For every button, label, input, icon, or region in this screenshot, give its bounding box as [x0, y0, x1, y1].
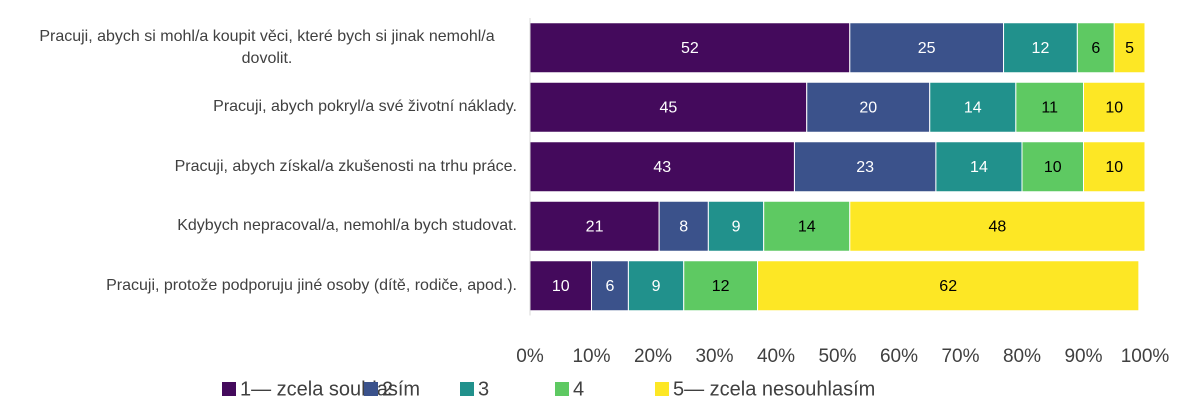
data-label: 10 [1044, 159, 1062, 176]
x-tick-label: 80% [1003, 346, 1041, 367]
x-tick-label: 50% [818, 346, 856, 367]
bar-segment [929, 81, 1017, 133]
category-label: Pracuji, abych si mohl/a koupit věci, kt… [39, 27, 495, 67]
legend-label: 3 [478, 378, 489, 400]
category-label-box: Pracuji, abych pokryl/a své životní nákl… [0, 82, 517, 132]
category-label-box: Pracuji, abych získal/a zkušenosti na tr… [0, 142, 517, 192]
data-label: 62 [939, 278, 957, 295]
data-label: 10 [552, 278, 570, 295]
bar-segment [658, 200, 709, 252]
legend-swatch [460, 382, 474, 396]
data-label: 6 [1091, 40, 1100, 57]
x-tick-label: 90% [1064, 346, 1102, 367]
data-label: 6 [605, 278, 614, 295]
data-label: 23 [856, 159, 874, 176]
legend-label: 5— zcela nesouhlasím [673, 378, 875, 400]
bar-segment [1021, 141, 1084, 193]
x-tick-label: 60% [880, 346, 918, 367]
category-label-box: Pracuji, abych si mohl/a koupit věci, kt… [0, 23, 517, 73]
bar-segment [627, 260, 685, 312]
legend-swatch [222, 382, 236, 396]
bar-segment [806, 81, 931, 133]
bar-segment [707, 200, 765, 252]
data-label: 10 [1105, 159, 1123, 176]
data-label: 12 [1032, 40, 1050, 57]
data-label: 14 [964, 99, 982, 116]
category-label: Kdybych nepracoval/a, nemohl/a bych stud… [177, 217, 517, 235]
x-tick-label: 0% [516, 346, 544, 367]
x-tick-label: 30% [695, 346, 733, 367]
category-label: Pracuji, protože podporuju jiné osoby (d… [106, 276, 517, 294]
data-label: 11 [1041, 99, 1058, 116]
data-label: 45 [659, 99, 677, 116]
x-tick-label: 40% [757, 346, 795, 367]
bar-segment [763, 200, 851, 252]
category-label-box: Kdybych nepracoval/a, nemohl/a bych stud… [0, 201, 517, 251]
bar-segment [529, 22, 851, 74]
x-tick-label: 10% [572, 346, 610, 367]
bar-segment [1113, 22, 1146, 74]
bar-segment [1015, 81, 1084, 133]
x-tick-label: 70% [941, 346, 979, 367]
legend-swatch [555, 382, 569, 396]
data-label: 21 [586, 218, 604, 235]
legend-label: 2 [382, 378, 393, 400]
x-tick-label: 20% [634, 346, 672, 367]
data-label: 10 [1105, 99, 1123, 116]
x-tick-label: 100% [1121, 346, 1170, 367]
data-label: 52 [681, 40, 699, 57]
data-label: 5 [1125, 40, 1134, 57]
bar-segment [1083, 141, 1146, 193]
bar-segment [529, 260, 592, 312]
legend-label: 4 [573, 378, 584, 400]
data-label: 14 [798, 218, 816, 235]
bar-segment [529, 200, 660, 252]
bar-segment [1083, 81, 1146, 133]
data-label: 12 [712, 278, 730, 295]
data-label: 20 [859, 99, 877, 116]
data-label: 43 [653, 159, 671, 176]
bar-segment [793, 141, 937, 193]
bar-segment [849, 22, 1005, 74]
data-label: 48 [989, 218, 1007, 235]
data-label: 14 [970, 159, 988, 176]
category-label: Pracuji, abych pokryl/a své životní nákl… [213, 98, 517, 116]
bar-segment [529, 141, 795, 193]
bar-segment [849, 200, 1146, 252]
data-label: 25 [918, 40, 936, 57]
category-label-box: Pracuji, protože podporuju jiné osoby (d… [0, 261, 517, 311]
bar-segment [591, 260, 629, 312]
legend-swatch [655, 382, 669, 396]
data-label: 9 [652, 278, 661, 295]
legend-swatch [364, 382, 378, 396]
bar-segment [683, 260, 759, 312]
data-label: 8 [679, 218, 688, 235]
data-label: 9 [732, 218, 741, 235]
bar-segment [757, 260, 1140, 312]
bar-segment [935, 141, 1023, 193]
category-label: Pracuji, abych získal/a zkušenosti na tr… [174, 157, 517, 175]
bar-segment [1003, 22, 1078, 74]
